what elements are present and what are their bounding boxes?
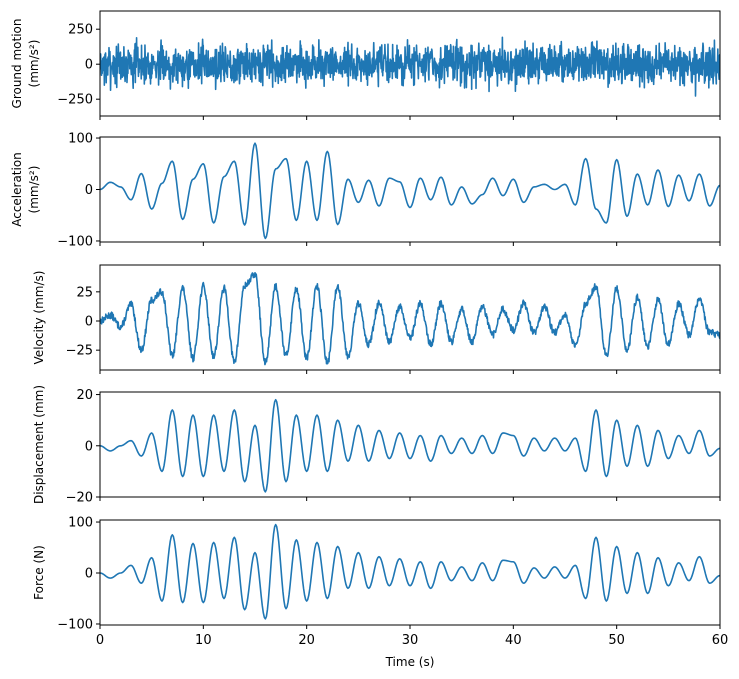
series-line-1	[100, 523, 720, 620]
x-tick-label: 30	[402, 633, 419, 648]
series-line-1	[100, 271, 720, 366]
y-axis-label: Acceleration	[10, 152, 24, 227]
y-axis-label: Force (N)	[32, 545, 46, 600]
x-tick-label: 40	[505, 633, 522, 648]
y-tick-label: −250	[57, 93, 93, 108]
series-line-1	[100, 142, 720, 240]
y-tick-label: 0	[85, 58, 93, 73]
series-line-1	[100, 398, 720, 493]
y-tick-label: 0	[85, 439, 93, 454]
y-tick-label: 0	[85, 315, 93, 330]
y-axis-label: Ground motion	[10, 19, 24, 109]
y-tick-label: −25	[66, 344, 93, 359]
y-tick-label: −100	[57, 234, 93, 249]
y-tick-label: −100	[57, 617, 93, 632]
y-tick-label: 20	[76, 388, 93, 403]
axes-frame	[99, 391, 721, 498]
y-tick-label: 25	[76, 285, 93, 300]
axes-frame	[99, 136, 721, 243]
series-line-1	[100, 36, 720, 97]
y-tick-label: −20	[66, 491, 93, 506]
y-axis-label: (mm/s²)	[27, 166, 41, 214]
y-tick-label: 0	[85, 567, 93, 582]
subplot-1: −250 0 250 Ground motion (mm/s²)	[10, 10, 721, 120]
y-axis-label: (mm/s²)	[27, 40, 41, 88]
subplot-4: −20 0 20 Displacement (mm)	[32, 385, 721, 506]
y-tick-label: 100	[68, 516, 93, 531]
y-axis-label: Velocity (mm/s)	[32, 271, 46, 365]
y-axis-label: Displacement (mm)	[32, 385, 46, 504]
x-tick-label: 60	[712, 633, 729, 648]
x-tick-label: 10	[195, 633, 212, 648]
x-axis-label: Time (s)	[385, 655, 435, 669]
x-tick-label: 0	[96, 633, 104, 648]
subplot-2: −100 0 100 Acceleration (mm/s²)	[10, 132, 721, 249]
y-tick-label: 250	[68, 23, 93, 38]
axes-frame	[99, 519, 721, 626]
y-tick-label: 100	[68, 132, 93, 147]
x-tick-label: 20	[298, 633, 315, 648]
x-tick-label: 50	[608, 633, 625, 648]
y-tick-label: 0	[85, 183, 93, 198]
subplot-3: −25 0 25 Velocity (mm/s)	[32, 264, 721, 374]
